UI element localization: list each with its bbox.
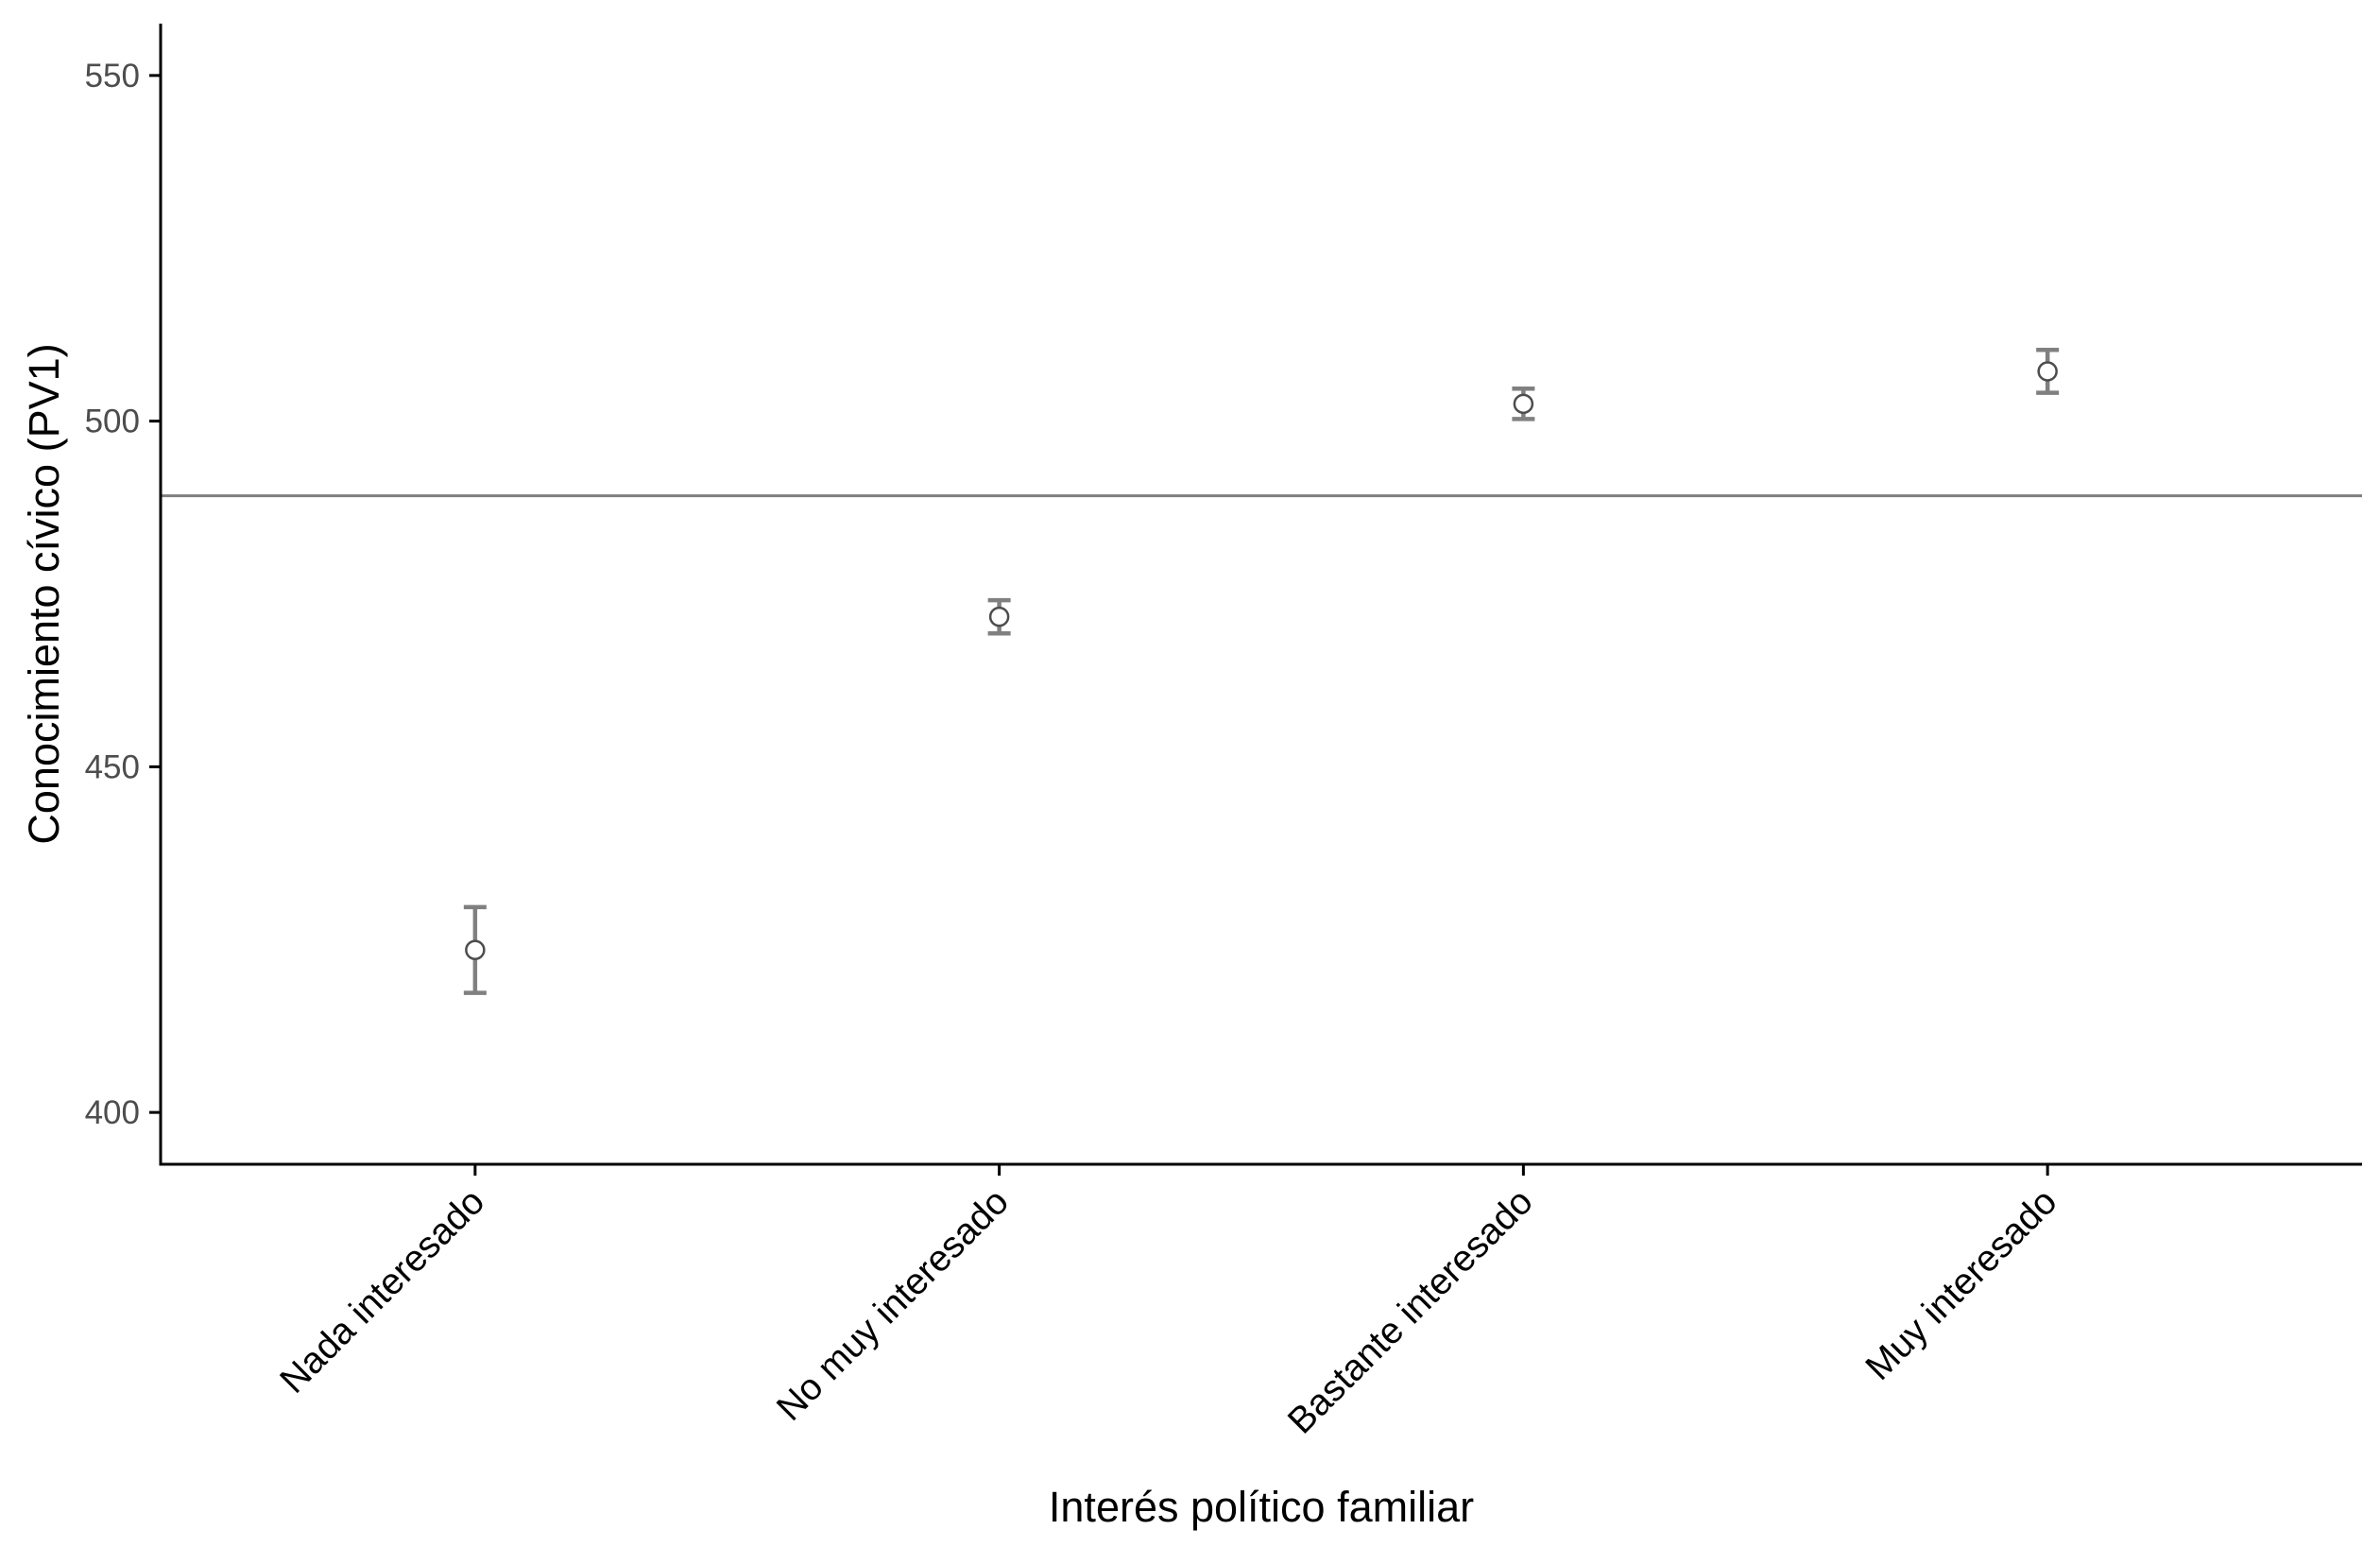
data-point bbox=[465, 939, 486, 960]
x-tick-label: Nada interesado bbox=[272, 1181, 492, 1401]
y-axis-title: Conocimiento cívico (PV1) bbox=[20, 343, 68, 844]
y-tick-label: 500 bbox=[85, 404, 140, 440]
x-tick-label: No muy interesado bbox=[769, 1181, 1017, 1429]
plot-marks bbox=[161, 348, 2362, 995]
data-point bbox=[2037, 361, 2058, 382]
x-axis-title: Interés político familiar bbox=[1049, 1483, 1474, 1531]
data-point bbox=[1513, 393, 1534, 415]
y-tick-label: 550 bbox=[85, 58, 140, 95]
x-tick-label: Muy interesado bbox=[1858, 1181, 2065, 1388]
y-tick-label: 450 bbox=[85, 748, 140, 785]
axes bbox=[159, 24, 2362, 1166]
data-point bbox=[988, 606, 1010, 627]
y-ticks: 400 450 500 550 bbox=[85, 58, 161, 1131]
x-tick-label: Bastante interesado bbox=[1280, 1181, 1541, 1442]
x-ticks: Nada interesado No muy interesado Bastante… bbox=[272, 1164, 2065, 1442]
y-tick-label: 400 bbox=[85, 1094, 140, 1131]
